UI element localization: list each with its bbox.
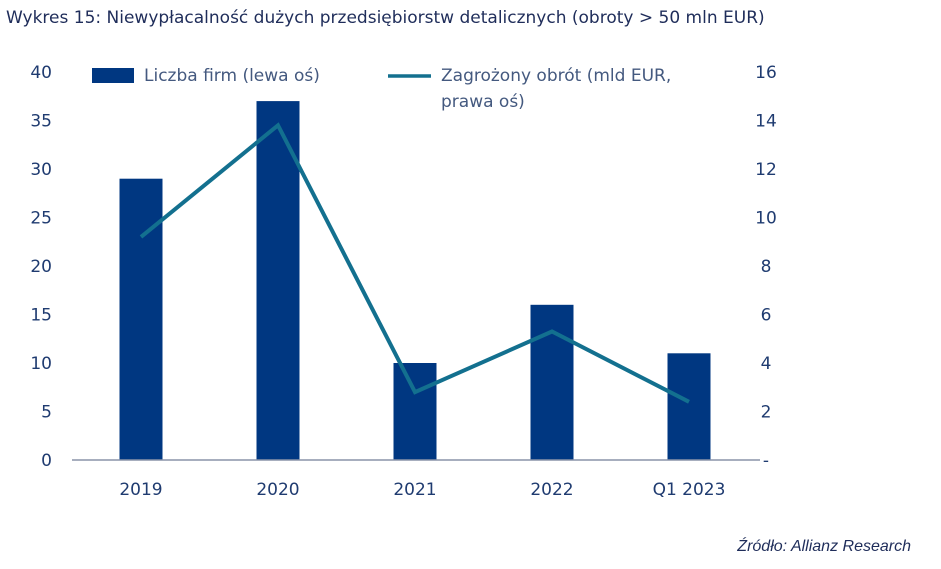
- x-axis-ticks: 2019 2020 2021 2022 Q1 2023: [119, 480, 725, 500]
- bar-2019: [119, 178, 163, 460]
- left-axis-ticks: 0 5 10 15 20 25 30 35 40: [30, 63, 52, 471]
- x-tick-label: 2021: [393, 480, 436, 500]
- left-tick-label: 25: [30, 209, 52, 229]
- bar-series: [119, 101, 711, 460]
- legend-line-label-1: Zagrożony obrót (mld EUR,: [441, 66, 671, 86]
- x-tick-label: Q1 2023: [653, 480, 726, 500]
- left-tick-label: 10: [30, 354, 52, 374]
- right-axis-ticks: - 2 4 6 8 10 12 14 16: [755, 63, 777, 471]
- x-tick-label: 2019: [119, 480, 162, 500]
- right-tick-label: 12: [755, 160, 777, 180]
- line-series: [139, 122, 690, 404]
- left-tick-label: 30: [30, 160, 52, 180]
- right-tick-label: 4: [761, 354, 772, 374]
- x-tick-label: 2020: [256, 480, 299, 500]
- chart-title: Wykres 15: Niewypłacalność dużych przeds…: [6, 8, 765, 28]
- left-tick-label: 15: [30, 306, 52, 326]
- source-note: Źródło: Allianz Research: [737, 538, 911, 555]
- right-tick-label: 16: [755, 63, 777, 83]
- legend-bar-swatch: [92, 68, 134, 83]
- left-tick-label: 20: [30, 257, 52, 277]
- bar-q1-2023: [667, 353, 711, 460]
- bar-2021: [393, 363, 437, 460]
- right-tick-label: 10: [755, 209, 777, 229]
- right-tick-label: 2: [761, 403, 772, 423]
- right-tick-label: 6: [761, 306, 772, 326]
- bar-2020: [256, 101, 300, 460]
- right-tick-label: -: [763, 451, 769, 471]
- x-tick-label: 2022: [530, 480, 573, 500]
- right-tick-label: 14: [755, 112, 777, 132]
- left-tick-label: 35: [30, 112, 52, 132]
- legend-line-label-2: prawa oś): [441, 92, 525, 112]
- legend-bar-label: Liczba firm (lewa oś): [144, 66, 320, 86]
- left-tick-label: 5: [41, 403, 52, 423]
- right-tick-label: 8: [761, 257, 772, 277]
- legend: Liczba firm (lewa oś) Zagrożony obrót (m…: [92, 66, 671, 112]
- bar-2022: [530, 304, 574, 460]
- left-tick-label: 40: [30, 63, 52, 83]
- line-path: [139, 122, 690, 404]
- left-tick-label: 0: [41, 451, 52, 471]
